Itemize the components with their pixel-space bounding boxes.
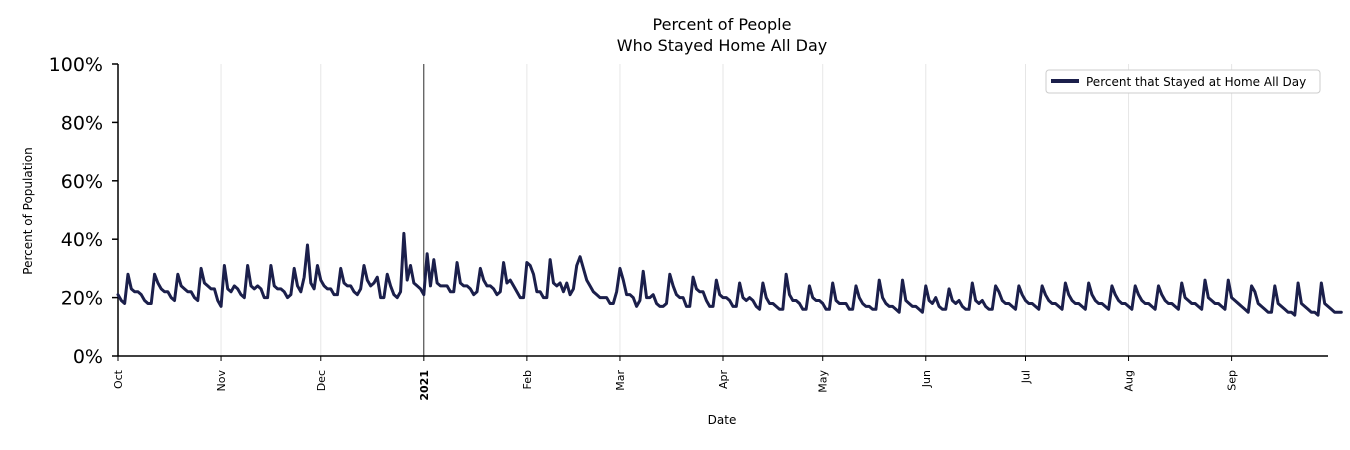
legend: Percent that Stayed at Home All Day (1045, 69, 1321, 94)
x-tick-label-dec: Dec (315, 370, 328, 391)
gridlines (117, 64, 1233, 356)
x-axis-label: Date (708, 413, 737, 427)
x-tick-label-apr: Apr (717, 370, 730, 390)
chart-title-line-2: Who Stayed Home All Day (617, 36, 827, 55)
y-axis-label: Percent of Population (21, 147, 35, 274)
x-tick-label-oct: Oct (112, 369, 125, 389)
y-tick-label-80: 80% (61, 112, 103, 134)
y-tick-label-100: 100% (49, 54, 103, 76)
x-tick-label-nov: Nov (215, 370, 228, 392)
series-line-stayed-home (116, 231, 1343, 317)
legend-box (1045, 69, 1321, 94)
x-axis: Oct Nov Dec 2021 Feb Mar Apr May Jun Jul Aug Sep (112, 355, 1328, 401)
x-tick-label-2021: 2021 (418, 370, 431, 401)
y-tick-label-60: 60% (61, 171, 103, 193)
y-tick-label-0: 0% (73, 346, 103, 368)
y-tick-label-20: 20% (61, 288, 103, 310)
series-layer (116, 231, 1343, 317)
x-tick-label-mar: Mar (614, 370, 627, 391)
x-tick-label-aug: Aug (1123, 370, 1136, 391)
y-axis: 0% 20% 40% 60% 80% 100% (49, 54, 119, 368)
legend-entry-label: Percent that Stayed at Home All Day (1086, 75, 1306, 89)
x-tick-label-sep: Sep (1226, 370, 1239, 391)
x-tick-label-may: May (817, 370, 830, 393)
y-tick-label-40: 40% (61, 229, 103, 251)
chart-title-line-1: Percent of People (653, 15, 792, 34)
x-tick-label-jun: Jun (920, 370, 933, 388)
x-tick-label-jul: Jul (1020, 370, 1033, 384)
x-tick-label-feb: Feb (521, 370, 534, 389)
